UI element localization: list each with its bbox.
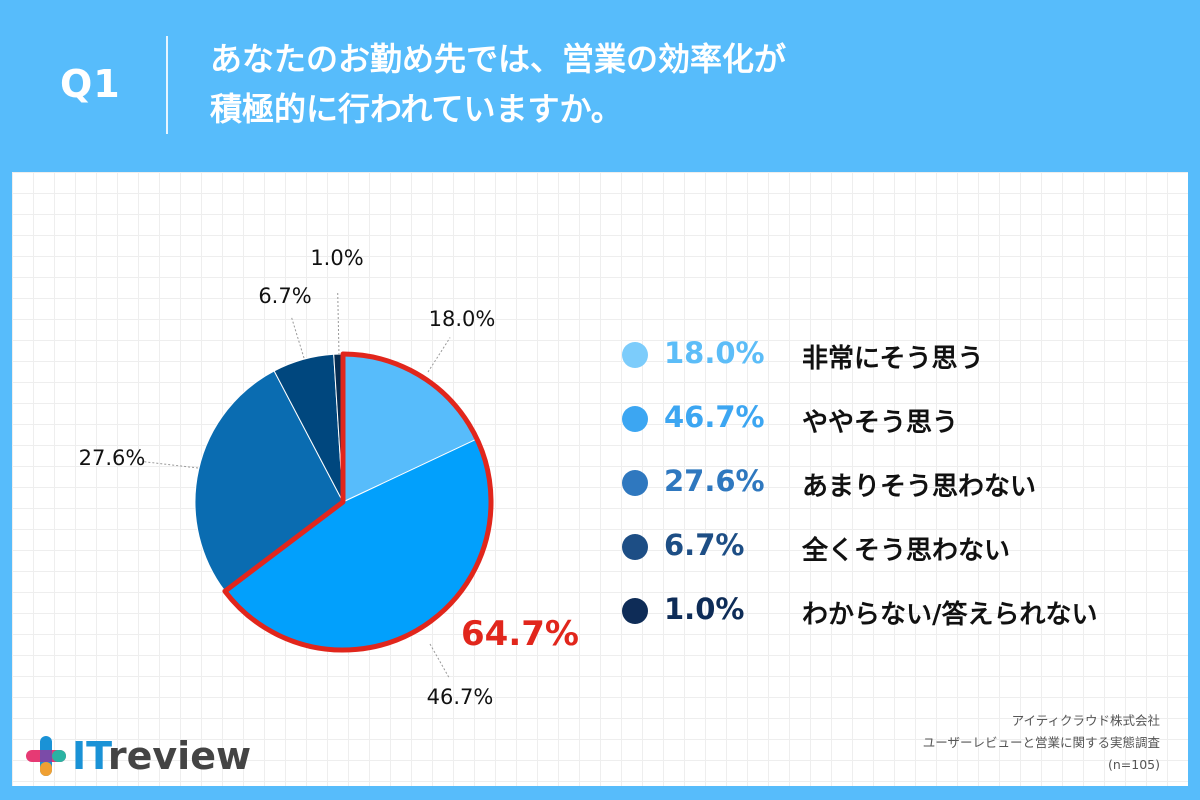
label-leader-line [427, 337, 451, 373]
credit-sample: (n=105) [1107, 757, 1160, 772]
logo-cross-icon [26, 736, 66, 776]
legend-label: あまりそう思わない [802, 472, 1037, 502]
legend-value: 1.0% [664, 592, 745, 626]
legend-value: 18.0% [664, 336, 765, 370]
legend-dot-icon [622, 342, 648, 368]
legend-value: 46.7% [664, 400, 765, 434]
legend-label: ややそう思う [802, 408, 959, 438]
legend-label: 非常にそう思う [802, 344, 984, 374]
label-leader-line [291, 317, 305, 359]
highlight-total-label: 64.7% [461, 614, 579, 654]
legend-dot-icon [622, 470, 648, 496]
legend-item: 46.7% ややそう思う [622, 398, 1182, 462]
credit-company: アイティクラウド株式会社 [1011, 713, 1160, 728]
pie-slice-label: 1.0% [310, 246, 364, 270]
pie-slice [194, 370, 344, 592]
label-leader-line [142, 461, 199, 469]
legend-dot-icon [622, 598, 648, 624]
pie-slice-label: 27.6% [78, 446, 146, 470]
legend-dot-icon [622, 406, 648, 432]
label-leader-line [337, 291, 340, 356]
legend-dot-icon [622, 534, 648, 560]
highlight-outline [222, 351, 494, 653]
legend-item: 27.6% あまりそう思わない [622, 462, 1182, 526]
question-label: Q1 [60, 62, 121, 106]
legend-item: 18.0% 非常にそう思う [622, 334, 1182, 398]
logo-text-suffix: review [107, 734, 252, 778]
label-leader-line [429, 643, 450, 679]
source-credit: アイティクラウド株式会社 ユーザーレビューと営業に関する実態調査 (n=105) [923, 710, 1160, 776]
credit-survey: ユーザーレビューと営業に関する実態調査 [922, 735, 1160, 750]
legend: 18.0% 非常にそう思う 46.7% ややそう思う 27.6% あまりそう思わ… [622, 334, 1182, 654]
pie-slice-label: 46.7% [426, 685, 494, 709]
question-title: あなたのお勤め先では、営業の効率化が 積極的に行われていますか。 [210, 40, 787, 128]
header: Q1 あなたのお勤め先では、営業の効率化が 積極的に行われていますか。 [0, 0, 1200, 170]
legend-item: 1.0% わからない/答えられない [622, 590, 1182, 654]
legend-value: 6.7% [664, 528, 745, 562]
legend-value: 27.6% [664, 464, 765, 498]
logo-text: ITreview [72, 734, 251, 778]
header-divider [166, 36, 168, 134]
legend-label: わからない/答えられない [802, 600, 1098, 630]
pie-slice-label: 6.7% [258, 284, 312, 308]
legend-item: 6.7% 全くそう思わない [622, 526, 1182, 590]
legend-label: 全くそう思わない [802, 536, 1011, 566]
logo-text-prefix: IT [72, 734, 108, 778]
itreview-logo: ITreview [24, 734, 251, 778]
pie-slice-label: 18.0% [428, 307, 496, 331]
